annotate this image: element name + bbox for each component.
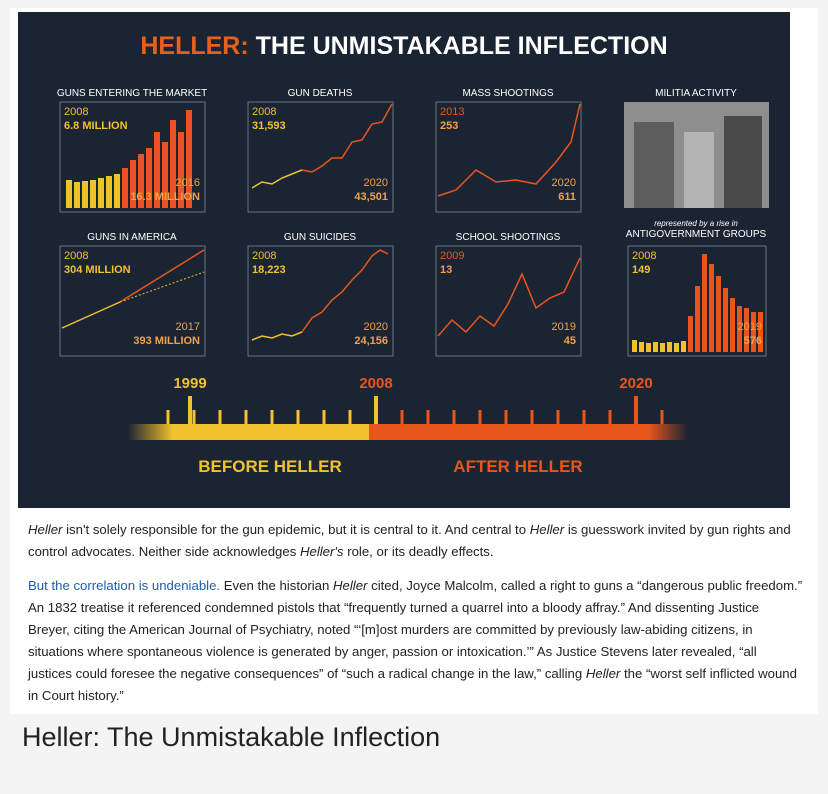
end-year: 2020 bbox=[552, 177, 576, 189]
end-year: 2017 bbox=[176, 321, 200, 333]
start-value: 18,223 bbox=[252, 264, 286, 276]
title: HELLER: THE UNMISTAKABLE INFLECTION bbox=[140, 32, 667, 60]
start-year: 2008 bbox=[252, 250, 276, 262]
text-run: role, or its deadly effects. bbox=[344, 544, 494, 559]
photo-detail bbox=[634, 122, 674, 208]
end-year: 2020 bbox=[364, 177, 388, 189]
start-value: 31,593 bbox=[252, 120, 286, 132]
year-label: 2020 bbox=[619, 375, 652, 392]
era-label: AFTER HELLER bbox=[453, 457, 582, 476]
end-year: 2019 bbox=[738, 321, 762, 333]
start-year: 2009 bbox=[440, 250, 464, 262]
start-year: 2008 bbox=[64, 250, 88, 262]
start-value: 149 bbox=[632, 264, 650, 276]
year-label: 1999 bbox=[173, 375, 206, 392]
note: represented by a rise in bbox=[654, 219, 738, 228]
text-run: Heller's bbox=[300, 544, 344, 559]
start-value: 6.8 MILLION bbox=[64, 120, 128, 132]
photo-detail bbox=[684, 132, 714, 208]
panel-title: GUNS ENTERING THE MARKET bbox=[57, 88, 207, 99]
panel-title: MILITIA ACTIVITY bbox=[655, 88, 737, 99]
text-run: Even the historian bbox=[220, 578, 333, 593]
start-value: 13 bbox=[440, 264, 452, 276]
panel-title: ANTIGOVERNMENT GROUPS bbox=[626, 229, 767, 240]
text-run: Heller bbox=[28, 522, 62, 537]
text-run: isn't solely responsible for the gun epi… bbox=[62, 522, 529, 537]
end-year: 2020 bbox=[364, 321, 388, 333]
end-value: 43,501 bbox=[354, 191, 388, 203]
end-value: 45 bbox=[564, 335, 576, 347]
era-label: BEFORE HELLER bbox=[198, 457, 342, 476]
start-value: 304 MILLION bbox=[64, 264, 131, 276]
end-value: 393 MILLION bbox=[133, 335, 200, 347]
page: HELLER: THE UNMISTAKABLE INFLECTION GUNS… bbox=[0, 0, 828, 794]
start-year: 2008 bbox=[252, 106, 276, 118]
caption: Heller: The Unmistakable Inflection bbox=[22, 722, 440, 753]
paragraph: Heller isn't solely responsible for the … bbox=[28, 519, 803, 563]
link[interactable]: But the correlation is undeniable. bbox=[28, 578, 220, 593]
start-year: 2013 bbox=[440, 106, 464, 118]
title-rest: THE UNMISTAKABLE INFLECTION bbox=[256, 32, 668, 60]
text-run: Heller bbox=[586, 666, 620, 681]
article: Heller isn't solely responsible for the … bbox=[28, 519, 803, 719]
panel-title: GUN SUICIDES bbox=[284, 232, 357, 243]
end-year: 2016 bbox=[176, 177, 200, 189]
end-value: 611 bbox=[558, 191, 576, 203]
panel-title: GUN DEATHS bbox=[288, 88, 353, 99]
end-year: 2019 bbox=[552, 321, 576, 333]
text-run: Heller bbox=[333, 578, 367, 593]
end-value: 24,156 bbox=[354, 335, 388, 347]
end-value: 576 bbox=[744, 335, 762, 347]
infographic: HELLER: THE UNMISTAKABLE INFLECTION GUNS… bbox=[18, 12, 790, 508]
title-highlight: HELLER: bbox=[140, 32, 248, 60]
start-value: 253 bbox=[440, 120, 458, 132]
start-year: 2008 bbox=[632, 250, 656, 262]
start-year: 2008 bbox=[64, 106, 88, 118]
panel-title: MASS SHOOTINGS bbox=[462, 88, 553, 99]
end-value: 16.3 MILLION bbox=[130, 191, 200, 203]
year-label: 2008 bbox=[359, 375, 392, 392]
text-run: Heller bbox=[530, 522, 564, 537]
paragraph: But the correlation is undeniable. Even … bbox=[28, 575, 803, 707]
panel-title: SCHOOL SHOOTINGS bbox=[456, 232, 561, 243]
photo-detail bbox=[724, 116, 762, 208]
timeline-bar bbox=[128, 424, 688, 440]
panel-title: GUNS IN AMERICA bbox=[87, 232, 177, 243]
